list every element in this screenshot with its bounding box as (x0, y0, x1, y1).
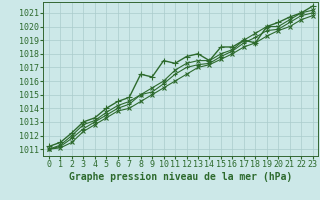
X-axis label: Graphe pression niveau de la mer (hPa): Graphe pression niveau de la mer (hPa) (69, 172, 292, 182)
